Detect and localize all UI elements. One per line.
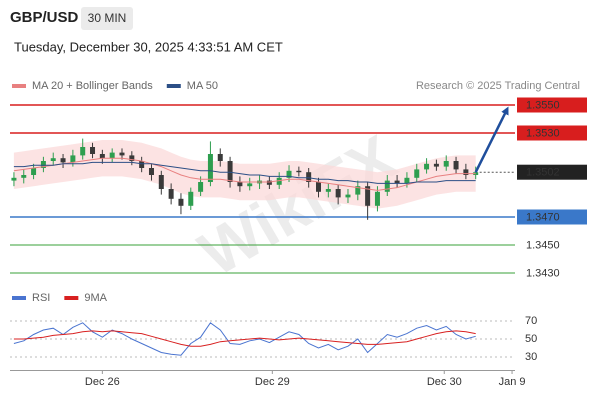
candle-body: [463, 169, 469, 175]
candle-body: [129, 155, 135, 161]
candle-body: [247, 183, 253, 187]
candle-body: [374, 191, 380, 206]
candle-body: [325, 189, 331, 192]
candle-body: [178, 198, 184, 206]
candle-body: [266, 180, 272, 185]
candle-body: [345, 194, 351, 198]
candle-body: [60, 158, 66, 163]
level-label: 1.3470: [526, 211, 560, 223]
level-label: 1.3450: [526, 239, 560, 251]
candle-body: [453, 161, 459, 170]
legend-swatch: [64, 296, 79, 300]
symbol: GBP/USD: [10, 9, 79, 26]
candle-body: [31, 168, 37, 175]
candle-body: [70, 155, 76, 163]
candle-body: [355, 186, 361, 195]
y-tick-label: 30: [525, 351, 537, 363]
line-series: [13, 322, 476, 356]
legend-label: MA 50: [187, 80, 218, 92]
candle-body: [286, 170, 292, 178]
source: Research © 2025 Trading Central: [416, 80, 580, 92]
candle-body: [384, 180, 390, 192]
candle-body: [424, 163, 430, 170]
candle-body: [99, 154, 105, 159]
candle-body: [335, 189, 341, 198]
candle-body: [316, 182, 322, 192]
moving-average: [13, 157, 476, 191]
candle-body: [217, 154, 223, 161]
candle-body: [148, 168, 154, 175]
level-label-box: [517, 164, 587, 180]
candle-body: [198, 182, 204, 192]
candle-body: [227, 161, 233, 182]
legend-swatch: [12, 84, 26, 88]
y-tick-label: 70: [525, 315, 537, 327]
candle-body: [168, 189, 174, 199]
timeframe-badge[interactable]: [81, 7, 133, 30]
line-series: [13, 330, 476, 347]
candle-body: [80, 147, 86, 156]
candle-body: [433, 163, 439, 167]
level-label: 1.3550: [526, 99, 560, 111]
level-label-box: [517, 125, 587, 141]
candle-body: [109, 152, 115, 159]
projection-arrow: [474, 106, 509, 173]
datetime: Tuesday, December 30, 2025 4:33:51 AM CE…: [14, 39, 283, 54]
candle-body: [207, 154, 213, 182]
level-label: 1.3430: [526, 267, 560, 279]
legend-swatch: [166, 84, 181, 88]
candle-body: [365, 186, 371, 206]
moving-average: [13, 161, 476, 184]
candle-body: [306, 172, 312, 182]
candle-body: [473, 172, 479, 175]
candle-body: [276, 177, 282, 185]
legend-label: RSI: [32, 292, 50, 304]
candle-body: [50, 158, 56, 161]
candle-body: [21, 175, 27, 178]
candle-body: [158, 175, 164, 189]
x-tick-label: Dec 30: [427, 376, 462, 388]
legend-label: 9MA: [84, 292, 107, 304]
legend-swatch: [12, 296, 26, 300]
level-label: 1.3502: [526, 167, 560, 179]
candle-body: [139, 161, 145, 168]
x-tick-label: Dec 26: [85, 376, 120, 388]
candle-body: [11, 177, 17, 181]
candle-body: [404, 177, 410, 184]
candle-body: [414, 169, 420, 178]
candle-body: [443, 161, 449, 167]
candle-body: [296, 170, 302, 173]
candle-body: [394, 180, 400, 184]
level-label-box: [517, 209, 587, 225]
candle-body: [237, 182, 243, 187]
y-tick-label: 50: [525, 333, 537, 345]
candle-body: [90, 147, 96, 154]
candle-body: [40, 161, 46, 168]
x-tick-label: Jan 9: [499, 376, 526, 388]
legend-label: MA 20 + Bollinger Bands: [32, 80, 153, 92]
timeframe[interactable]: 30 MIN: [88, 11, 127, 25]
candle-body: [188, 191, 194, 206]
level-label: 1.3530: [526, 127, 560, 139]
level-label-box: [517, 97, 587, 113]
candle-body: [119, 152, 125, 156]
x-tick-label: Dec 29: [255, 376, 290, 388]
